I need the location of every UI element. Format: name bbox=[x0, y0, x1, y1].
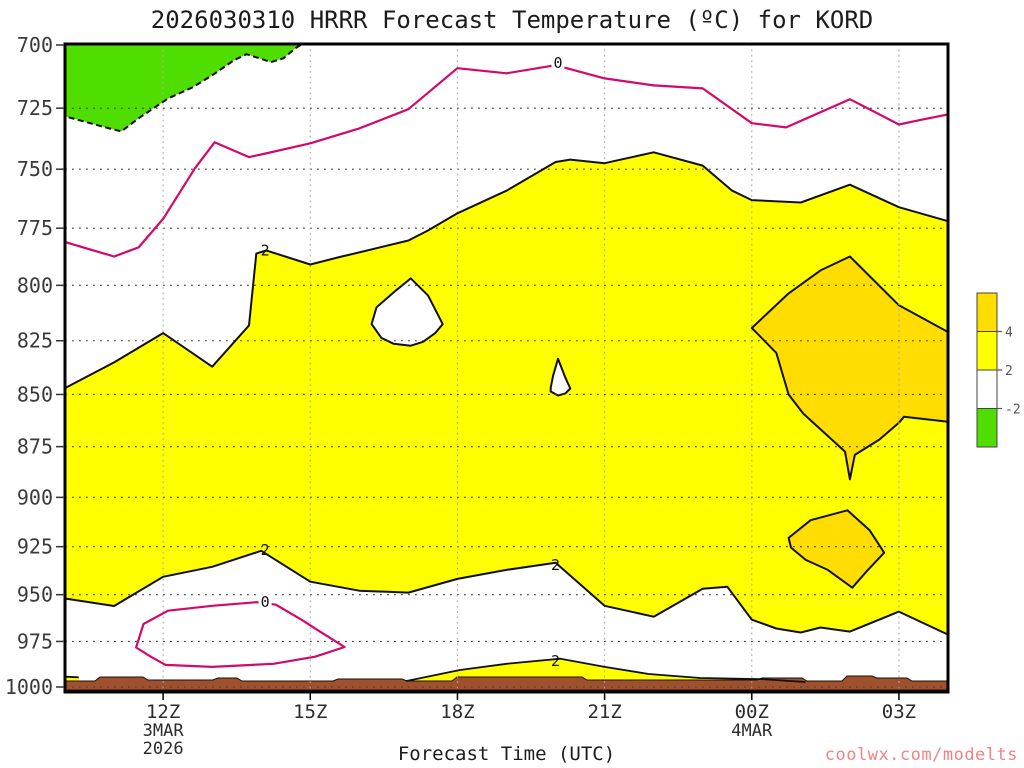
svg-text:825: 825 bbox=[17, 329, 53, 353]
plot-border bbox=[63, 42, 950, 694]
contour-labels: 0 0 2 2 2 2 bbox=[258, 54, 565, 670]
svg-text:900: 900 bbox=[17, 485, 53, 509]
watermark-link: coolwx.com/modelts bbox=[824, 745, 1018, 765]
fill-below-minus2 bbox=[65, 44, 301, 132]
svg-text:21Z: 21Z bbox=[587, 701, 621, 723]
svg-text:1000: 1000 bbox=[5, 675, 53, 699]
svg-text:00Z: 00Z bbox=[735, 701, 769, 723]
contour-2-line bbox=[64, 151, 949, 683]
svg-text:975: 975 bbox=[17, 629, 53, 653]
svg-text:850: 850 bbox=[17, 382, 53, 406]
x-axis-title: Forecast Time (UTC) bbox=[397, 743, 616, 765]
surface-terrain bbox=[64, 675, 949, 691]
svg-text:700: 700 bbox=[17, 33, 53, 57]
svg-text:725: 725 bbox=[17, 96, 53, 120]
svg-text:775: 775 bbox=[17, 216, 53, 240]
svg-text:18Z: 18Z bbox=[440, 701, 474, 723]
contour-minus2-line bbox=[64, 44, 302, 133]
svg-text:15Z: 15Z bbox=[293, 701, 327, 723]
svg-text:12Z: 12Z bbox=[146, 701, 180, 723]
svg-text:4MAR: 4MAR bbox=[731, 721, 773, 741]
fill-2-to-4 bbox=[65, 152, 948, 635]
svg-text:950: 950 bbox=[17, 583, 53, 607]
contour-0-line bbox=[64, 64, 949, 668]
y-axis: 700 725 750 775 800 825 850 875 900 925 950 975 1000 bbox=[5, 33, 64, 699]
svg-text:0: 0 bbox=[553, 54, 562, 72]
svg-text:2026: 2026 bbox=[143, 739, 184, 759]
svg-text:03Z: 03Z bbox=[882, 701, 916, 723]
svg-text:2: 2 bbox=[1005, 364, 1013, 379]
svg-text:3MAR: 3MAR bbox=[143, 721, 185, 741]
svg-text:2: 2 bbox=[551, 556, 560, 574]
gridlines bbox=[65, 44, 948, 692]
colorbar: 4 2 -2 bbox=[976, 292, 1021, 448]
svg-text:750: 750 bbox=[17, 157, 53, 181]
svg-text:875: 875 bbox=[17, 435, 53, 459]
svg-text:-2: -2 bbox=[1005, 403, 1021, 418]
chart-title: 2026030310 HRRR Forecast Temperature (ºC… bbox=[150, 6, 874, 34]
svg-text:800: 800 bbox=[17, 273, 53, 297]
svg-text:4: 4 bbox=[1005, 326, 1013, 341]
svg-text:2: 2 bbox=[261, 541, 270, 559]
svg-text:2: 2 bbox=[551, 652, 560, 670]
svg-text:2: 2 bbox=[261, 241, 270, 259]
svg-text:0: 0 bbox=[261, 593, 270, 611]
contour-holes bbox=[370, 277, 572, 397]
svg-text:925: 925 bbox=[17, 535, 53, 559]
